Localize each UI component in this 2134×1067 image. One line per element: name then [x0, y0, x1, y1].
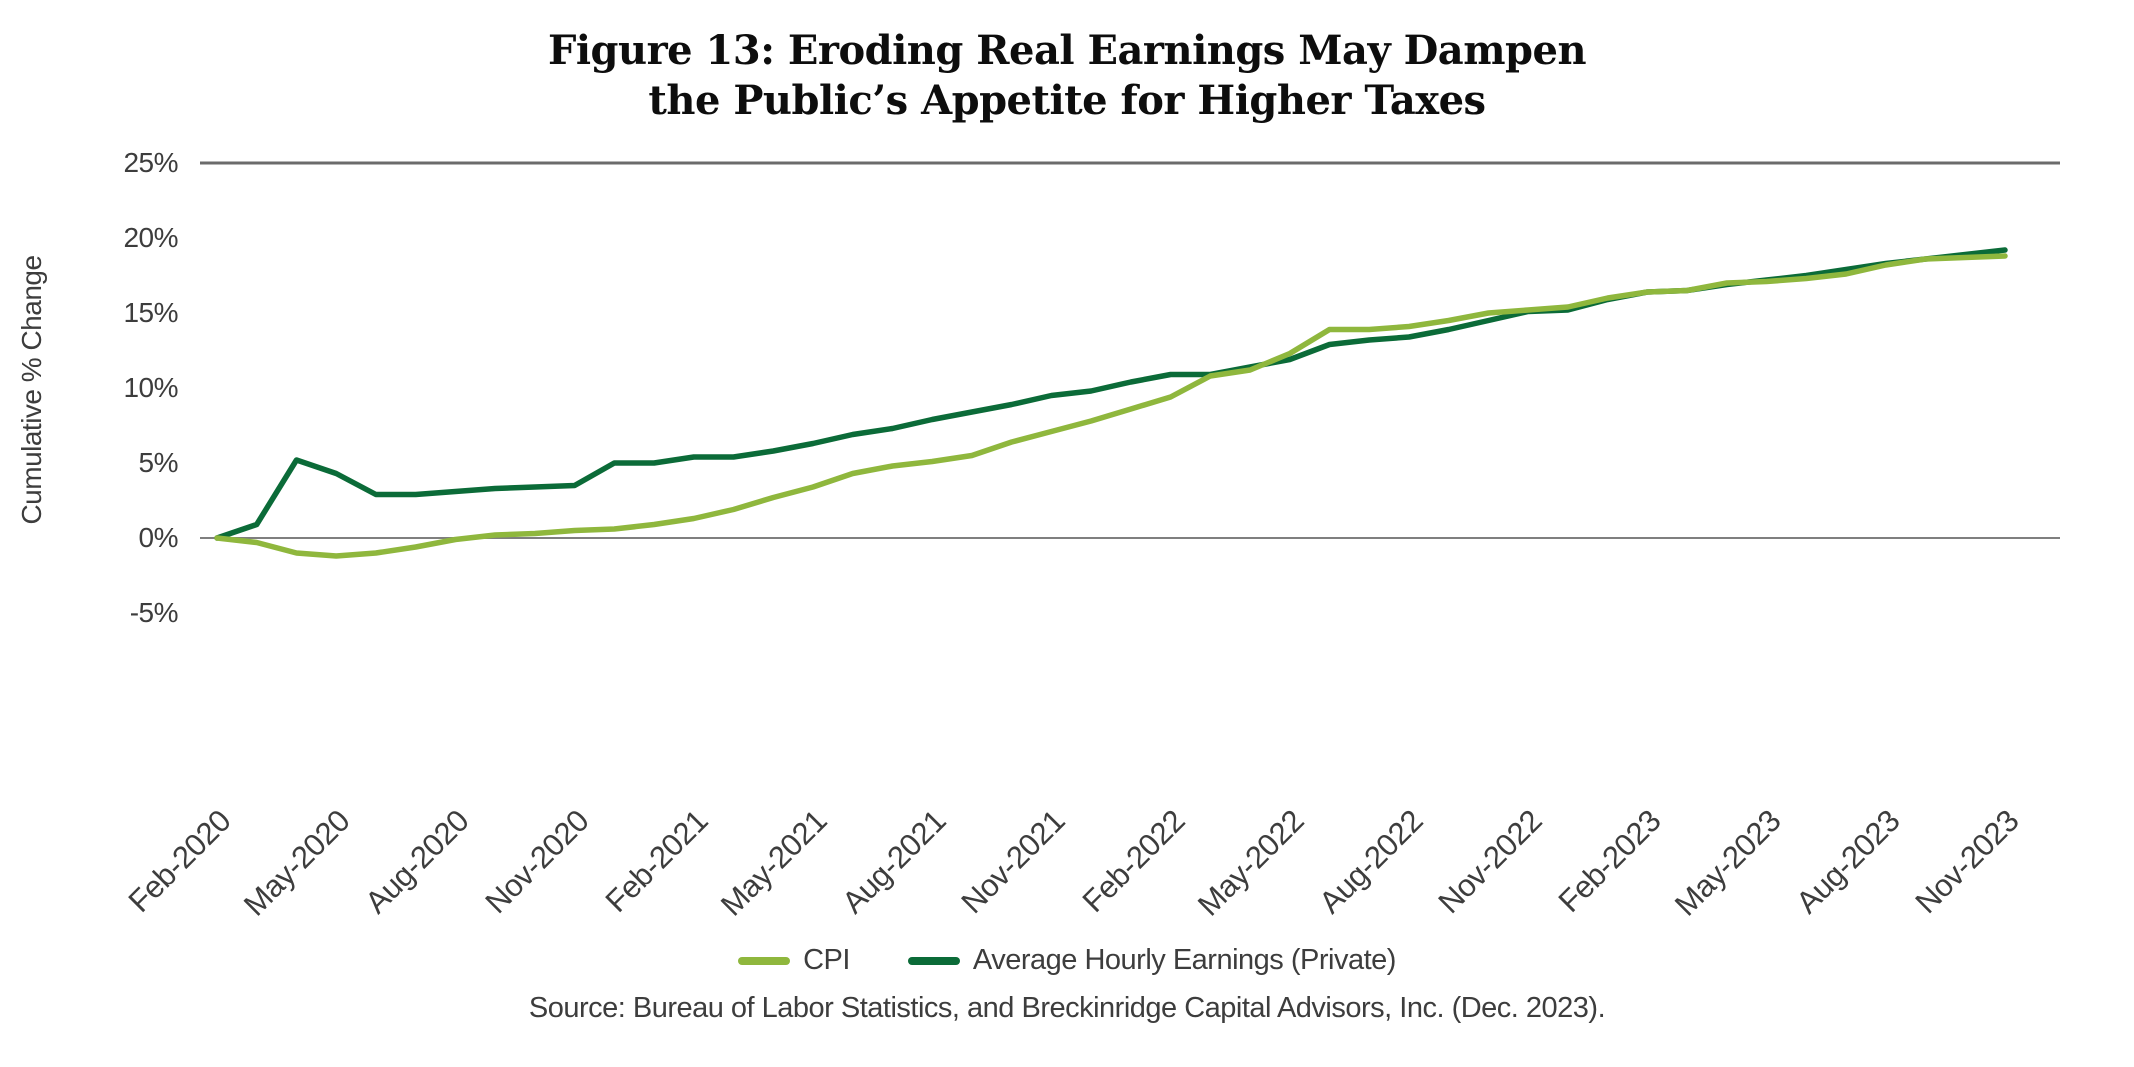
legend-label-cpi: CPI [803, 944, 850, 976]
y-tick-label-10pct: 10% [123, 372, 178, 403]
y-tick-label-0pct: 0% [138, 522, 179, 553]
cpi-line [214, 253, 2008, 559]
y-tick-label-20pct: 20% [123, 222, 178, 253]
legend-item-ahe: Average Hourly Earnings (Private) [907, 944, 1397, 977]
chart-title: Figure 13: Eroding Real Earnings May Dam… [0, 26, 2134, 126]
cpi-line-swatch-icon [738, 956, 791, 965]
legend-label-ahe: Average Hourly Earnings (Private) [972, 944, 1397, 976]
chart-title-line2: the Public’s Appetite for Higher Taxes [648, 77, 1486, 124]
legend: CPI Average Hourly Earnings (Private) [0, 944, 2134, 977]
chart-title-line1: Figure 13: Eroding Real Earnings May Dam… [547, 27, 1587, 74]
ahe-line-swatch-icon [907, 956, 960, 965]
y-tick-label-15pct: 15% [123, 297, 178, 328]
y-tick-label--5pct: -5% [129, 597, 179, 628]
source-attribution: Source: Bureau of Labor Statistics, and … [528, 992, 1606, 1024]
legend-item-cpi: CPI [738, 944, 850, 977]
ahe-line [214, 247, 2008, 541]
y-tick-label-25pct: 25% [123, 147, 178, 178]
y-tick-label-5pct: 5% [138, 447, 179, 478]
